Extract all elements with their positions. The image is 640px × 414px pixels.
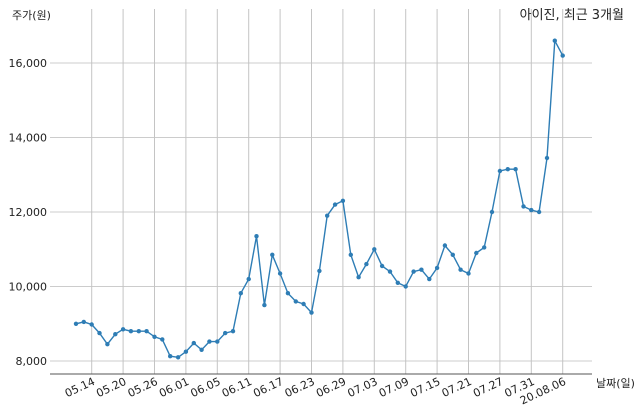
data-point xyxy=(160,337,165,342)
x-tick-label: 07.03 xyxy=(346,375,380,400)
series-line xyxy=(75,38,564,359)
x-tick-label: 05.26 xyxy=(126,375,160,400)
data-point xyxy=(293,299,298,304)
data-point xyxy=(325,213,330,218)
data-point xyxy=(113,332,118,337)
data-point xyxy=(238,291,243,296)
data-point xyxy=(73,321,79,326)
x-tick-label: 06.05 xyxy=(189,375,223,400)
data-point xyxy=(317,268,322,274)
grid-layer xyxy=(50,9,592,374)
data-point xyxy=(199,347,204,352)
y-tick-label: 14,000 xyxy=(9,132,48,145)
data-point xyxy=(536,209,542,215)
data-point xyxy=(89,322,94,327)
data-point xyxy=(223,330,228,336)
data-point xyxy=(120,327,126,332)
data-point xyxy=(450,252,455,257)
data-point xyxy=(513,167,518,172)
data-point xyxy=(497,168,503,174)
x-tick-label: 05.14 xyxy=(63,375,97,400)
x-tick-label: 05.20 xyxy=(94,375,128,400)
data-point xyxy=(434,265,440,271)
data-point xyxy=(277,271,283,276)
data-point xyxy=(529,207,534,213)
data-point xyxy=(442,243,448,248)
data-point xyxy=(521,204,526,209)
data-point xyxy=(81,319,87,325)
data-point xyxy=(340,198,346,203)
series-layer xyxy=(75,38,564,359)
x-tick-label: 06.11 xyxy=(220,375,254,400)
data-point xyxy=(489,209,495,215)
data-point xyxy=(97,330,102,336)
x-tick-label: 06.23 xyxy=(283,375,317,400)
y-tick-label: 12,000 xyxy=(9,206,48,219)
data-point xyxy=(372,247,377,252)
y-tick-label: 8,000 xyxy=(16,355,48,368)
data-point xyxy=(144,329,149,334)
y-tick-label: 10,000 xyxy=(9,281,48,294)
data-point xyxy=(246,276,251,282)
data-point xyxy=(466,271,471,276)
data-point xyxy=(332,202,338,207)
x-tick-label: 06.29 xyxy=(314,375,348,400)
data-point xyxy=(183,349,189,354)
data-point xyxy=(356,275,361,280)
data-point xyxy=(262,302,267,308)
data-point xyxy=(152,334,157,339)
data-point xyxy=(309,310,314,315)
x-tick-label: 07.27 xyxy=(471,375,505,400)
data-point xyxy=(175,355,181,360)
x-tick-labels: 05.1405.2005.2606.0106.0506.1106.1706.23… xyxy=(63,375,568,407)
data-point xyxy=(403,284,408,289)
y-axis-label: 주가(원) xyxy=(12,9,51,22)
data-point xyxy=(482,245,487,250)
data-point xyxy=(419,267,424,272)
data-point xyxy=(395,280,400,285)
data-point xyxy=(230,329,236,334)
data-point xyxy=(285,291,291,296)
data-point xyxy=(560,53,565,58)
data-point xyxy=(207,339,212,344)
data-point xyxy=(128,329,134,334)
data-point xyxy=(505,167,510,172)
data-point xyxy=(458,267,463,272)
y-tick-labels: 8,000 10,000 12,000 14,000 16,000 xyxy=(9,57,48,368)
data-point xyxy=(379,263,385,269)
data-point xyxy=(364,261,369,267)
data-point xyxy=(191,340,196,346)
chart-title: 아이진, 최근 3개월 xyxy=(520,8,624,23)
data-point xyxy=(215,339,220,344)
data-point xyxy=(387,269,393,274)
x-tick-label: 07.21 xyxy=(440,375,474,400)
data-point xyxy=(168,354,173,359)
data-point xyxy=(552,38,557,43)
x-tick-label: 06.01 xyxy=(157,375,191,400)
data-point xyxy=(544,155,550,161)
x-tick-label: 07.15 xyxy=(408,375,442,400)
data-point xyxy=(301,301,306,307)
data-point xyxy=(411,269,416,274)
x-tick-label: 06.17 xyxy=(251,375,285,400)
data-point xyxy=(105,342,110,347)
y-tick-label: 16,000 xyxy=(9,57,48,70)
data-point xyxy=(427,276,432,282)
x-axis-label: 날짜(일) xyxy=(596,376,635,390)
x-tick-label: 07.09 xyxy=(377,375,411,400)
data-points xyxy=(73,38,565,360)
data-point xyxy=(254,234,259,239)
data-point xyxy=(270,252,275,257)
data-point xyxy=(348,252,353,257)
data-point xyxy=(136,329,141,334)
data-point xyxy=(474,250,479,256)
